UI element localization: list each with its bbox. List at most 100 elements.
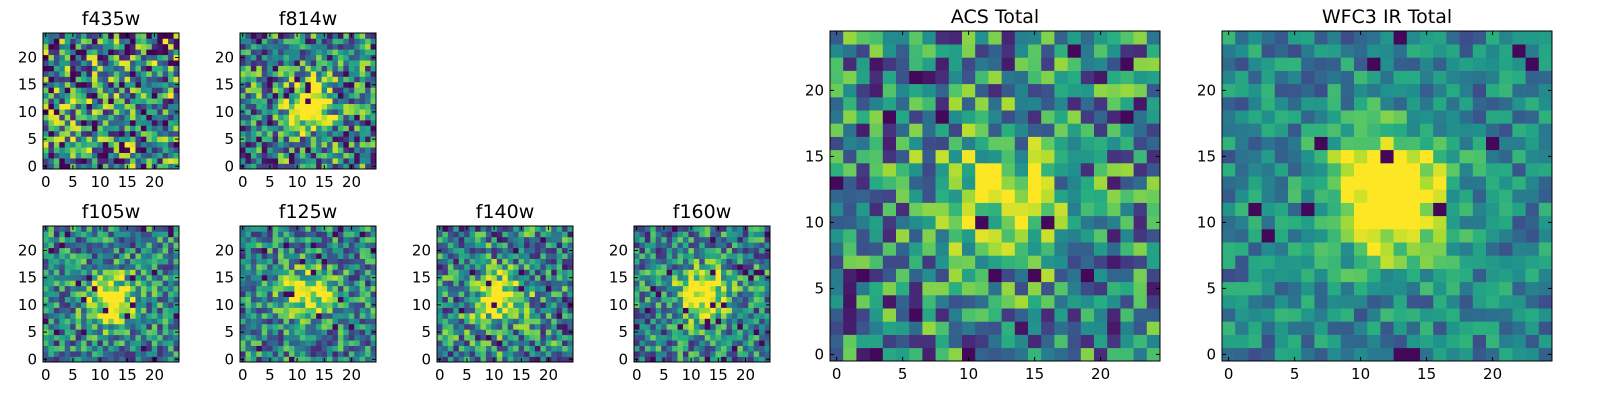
heatmap-cell — [753, 231, 760, 238]
heatmap-cell — [1133, 215, 1148, 230]
heatmap-cell — [1261, 347, 1276, 362]
heatmap-cell — [343, 158, 350, 164]
heatmap-cell — [1274, 255, 1289, 269]
heatmap-cell — [1486, 229, 1500, 243]
heatmap-cell — [453, 269, 460, 276]
y-tick-label: 20 — [215, 48, 234, 66]
heatmap-cell — [710, 236, 716, 243]
heatmap-cell — [644, 242, 651, 249]
heatmap-cell — [475, 334, 481, 341]
heatmap-cell — [316, 258, 322, 265]
heatmap-cell — [529, 226, 536, 232]
heatmap-cell — [75, 38, 82, 45]
heatmap-cell — [91, 226, 98, 232]
heatmap-cell — [146, 147, 153, 153]
heatmap-cell — [310, 307, 317, 314]
heatmap-cell — [753, 334, 760, 341]
heatmap-cell — [715, 231, 722, 238]
heatmap-cell — [742, 242, 749, 249]
heatmap-cell — [1028, 347, 1042, 362]
heatmap-cell — [113, 109, 120, 115]
heatmap-cell — [59, 318, 66, 325]
heatmap-cell — [305, 345, 312, 352]
heatmap-cell — [113, 136, 120, 143]
heatmap-cell — [48, 125, 55, 132]
heatmap-cell — [53, 258, 60, 265]
heatmap-cell — [151, 285, 158, 292]
heatmap-cell — [310, 76, 317, 83]
heatmap-cell — [91, 313, 98, 319]
heatmap-cell — [359, 340, 366, 346]
heatmap-cell — [1146, 97, 1161, 111]
heatmap-cell — [53, 65, 60, 72]
heatmap-cell — [173, 125, 180, 132]
heatmap-cell — [672, 313, 678, 319]
heatmap-cell — [1459, 215, 1474, 230]
heatmap-cell — [130, 60, 136, 66]
heatmap-cell — [753, 329, 760, 336]
heatmap-cell — [1146, 308, 1161, 322]
heatmap-cell — [922, 163, 936, 177]
heatmap-cell — [162, 345, 169, 352]
heatmap-cell — [567, 351, 574, 357]
heatmap-cell — [935, 295, 950, 309]
heatmap-cell — [524, 258, 530, 265]
heatmap-cell — [1420, 242, 1434, 256]
heatmap-cell — [1472, 334, 1487, 349]
heatmap-cell — [882, 229, 897, 243]
heatmap-cell — [1248, 281, 1262, 296]
heatmap-cell — [305, 130, 312, 137]
heatmap-cell — [693, 285, 700, 292]
heatmap-cell — [518, 242, 525, 249]
heatmap-cell — [1235, 321, 1249, 335]
heatmap-cell — [856, 242, 870, 256]
heatmap-cell — [272, 33, 279, 39]
heatmap-cell — [491, 280, 498, 287]
heatmap-cell — [102, 329, 109, 336]
heatmap-cell — [524, 231, 530, 238]
heatmap-cell — [288, 71, 295, 77]
heatmap-cell — [310, 340, 317, 346]
heatmap-cell — [283, 345, 290, 352]
heatmap-cell — [896, 321, 910, 335]
heatmap-cell — [162, 302, 169, 308]
heatmap-cell — [1433, 255, 1447, 269]
heatmap-cell — [365, 38, 371, 45]
heatmap-cell — [162, 92, 169, 99]
heatmap-cell — [475, 226, 481, 232]
heatmap-cell — [75, 152, 82, 159]
heatmap-cell — [59, 43, 66, 50]
heatmap-cell — [245, 318, 252, 325]
heatmap-cell — [305, 60, 312, 66]
heatmap-cell — [1120, 97, 1134, 111]
heatmap-cell — [267, 302, 273, 308]
heatmap-cell — [882, 97, 897, 111]
heatmap-cell — [168, 253, 174, 259]
heatmap-cell — [81, 274, 87, 281]
heatmap-cell — [1301, 347, 1315, 362]
heatmap-cell — [124, 98, 131, 105]
heatmap-cell — [113, 226, 120, 232]
heatmap-cell — [48, 43, 55, 50]
heatmap-cell — [157, 329, 163, 336]
heatmap-cell — [726, 274, 733, 281]
heatmap-cell — [1393, 308, 1408, 322]
heatmap-cell — [267, 120, 273, 126]
heatmap-cell — [365, 114, 371, 121]
heatmap-cell — [140, 141, 147, 148]
heatmap-cell — [1054, 149, 1068, 164]
heatmap-cell — [102, 253, 109, 259]
heatmap-cell — [48, 103, 55, 110]
heatmap-cell — [453, 318, 460, 325]
heatmap-cell — [113, 318, 120, 325]
heatmap-cell — [343, 130, 350, 137]
heatmap-cell — [365, 141, 371, 148]
heatmap-cell — [53, 291, 60, 298]
heatmap-cell — [721, 340, 727, 346]
heatmap-cell — [157, 264, 163, 270]
heatmap-cell — [1486, 295, 1500, 309]
heatmap-cell — [458, 269, 465, 276]
heatmap-cell — [113, 302, 120, 308]
heatmap-cell — [288, 318, 295, 325]
heatmap-cell — [442, 258, 449, 265]
